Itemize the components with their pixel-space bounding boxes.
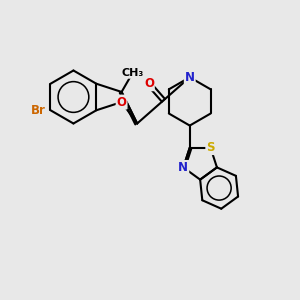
Text: N: N [178, 161, 188, 174]
Text: O: O [117, 96, 127, 109]
Text: N: N [185, 71, 195, 84]
Text: S: S [206, 141, 215, 154]
Text: O: O [144, 77, 154, 90]
Text: CH₃: CH₃ [122, 68, 144, 78]
Text: Br: Br [31, 104, 46, 117]
